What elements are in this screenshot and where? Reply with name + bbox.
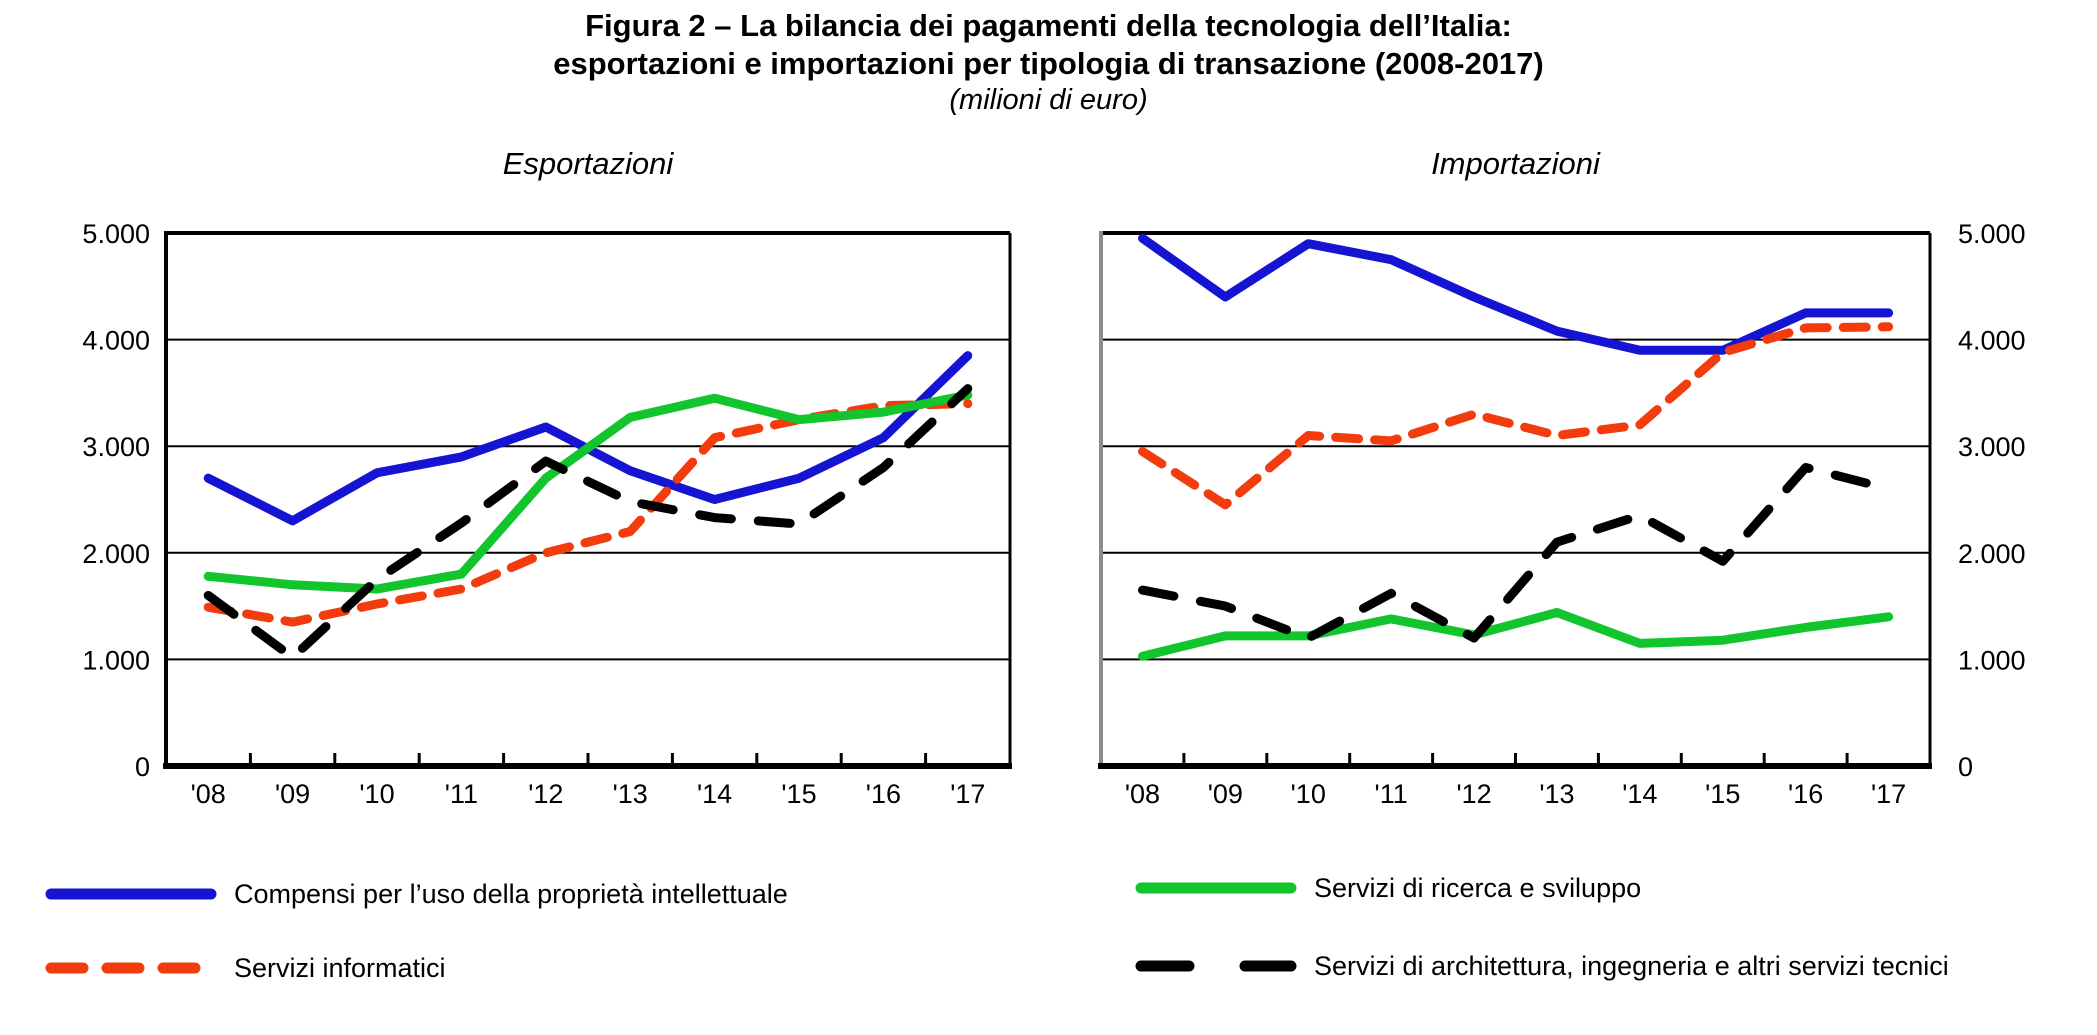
legend-label-architettura: Servizi di architettura, ingegneria e al… [1314, 951, 1949, 981]
x-axis-label: '15 [781, 779, 816, 809]
red-dashed-line-icon [45, 962, 217, 974]
x-axis-label: '08 [191, 779, 226, 809]
x-axis-label: '16 [1788, 779, 1823, 809]
export-chart: 0 1.000 2.000 3.000 4.000 5.000 '08 '09 '10 '11 '1… [82, 219, 1012, 809]
series-line-black [203, 384, 973, 662]
x-axis-label: '11 [445, 779, 478, 809]
x-axis-label: '12 [528, 779, 563, 809]
figure-title-line1: Figura 2 – La bilancia dei pagamenti del… [585, 8, 1512, 43]
y-axis-label: 4.000 [1958, 326, 2026, 356]
legend-item-servizi-informatici: Servizi informatici [45, 946, 446, 990]
export-chart-title: Esportazioni [502, 146, 674, 181]
x-axis-label: '08 [1125, 779, 1160, 809]
legend-label-ricerca-sviluppo: Servizi di ricerca e sviluppo [1314, 873, 1642, 903]
x-axis-label: '15 [1705, 779, 1740, 809]
import-chart-title: Importazioni [1431, 146, 1600, 181]
series-line-red [1138, 322, 1894, 510]
legend-label-servizi-informatici: Servizi informatici [234, 953, 446, 983]
y-axis-label: 5.000 [1958, 219, 2026, 249]
legend-item-ricerca-sviluppo: Servizi di ricerca e sviluppo [1135, 866, 1641, 910]
x-axis-label: '17 [950, 779, 985, 809]
y-axis-label: 5.000 [82, 219, 150, 249]
y-axis-label: 4.000 [82, 326, 150, 356]
series-line-blue [1138, 233, 1894, 355]
x-axis-label: '09 [275, 779, 310, 809]
x-axis-label: '17 [1871, 779, 1906, 809]
blue-solid-line-icon [45, 888, 217, 900]
series-line-green [203, 390, 973, 594]
x-axis-label: '11 [1375, 779, 1408, 809]
y-axis-label: 3.000 [82, 432, 150, 462]
figure-title-line2: esportazioni e importazioni per tipologi… [553, 46, 1544, 81]
x-axis-label: '10 [1291, 779, 1326, 809]
black-dashed-line-icon [1135, 960, 1297, 972]
green-solid-line-icon [1135, 882, 1297, 894]
legend-item-architettura: Servizi di architettura, ingegneria e al… [1135, 944, 1949, 988]
import-chart: 0 1.000 2.000 3.000 4.000 5.000 '08 '09 '10 '11 '1… [1098, 219, 2026, 809]
figure-unit-subtitle: (milioni di euro) [949, 84, 1148, 116]
y-axis-label: 2.000 [1958, 539, 2026, 569]
series-line-black [1138, 463, 1894, 643]
y-axis-label: 0 [135, 752, 150, 782]
x-axis-label: '14 [1622, 779, 1657, 809]
series-line-blue [203, 351, 973, 526]
y-axis-label: 0 [1958, 752, 1973, 782]
x-axis-label: '13 [1539, 779, 1574, 809]
x-axis-label: '13 [613, 779, 648, 809]
series-line-red [203, 399, 973, 627]
y-axis-label: 1.000 [82, 645, 150, 675]
x-axis-label: '12 [1456, 779, 1491, 809]
legend-label-compensi: Compensi per l’uso della proprietà intel… [234, 879, 788, 909]
x-axis-label: '16 [866, 779, 901, 809]
x-axis-label: '10 [359, 779, 394, 809]
series-line-green [1138, 608, 1894, 661]
legend-item-compensi: Compensi per l’uso della proprietà intel… [45, 872, 788, 916]
y-axis-label: 2.000 [82, 539, 150, 569]
x-axis-label: '09 [1208, 779, 1243, 809]
y-axis-label: 3.000 [1958, 432, 2026, 462]
y-axis-label: 1.000 [1958, 645, 2026, 675]
x-axis-label: '14 [697, 779, 732, 809]
